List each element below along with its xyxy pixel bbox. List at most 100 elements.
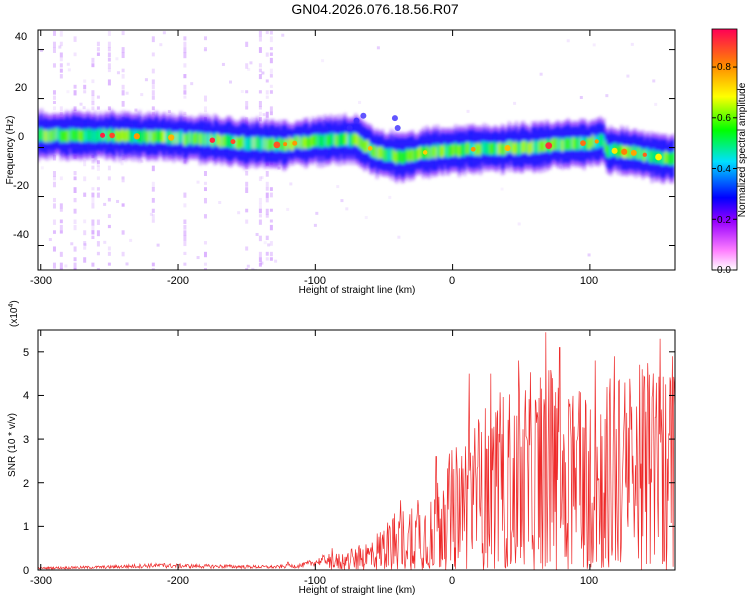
heatmap-cell: [666, 152, 670, 165]
heatmap-cell: [106, 130, 110, 143]
heatmap-cell: [627, 146, 631, 159]
heatmap-cell: [265, 137, 268, 150]
heatmap-noise-cell: [96, 160, 100, 164]
heatmap-cell: [497, 142, 500, 156]
heatmap-cell: [68, 127, 72, 141]
heatmap-noise-cell: [313, 223, 317, 227]
heatmap-noise-cell: [183, 36, 187, 41]
heatmap-noise-cell: [156, 243, 160, 247]
heatmap-noise-cell: [196, 256, 200, 260]
heatmap-cell: [652, 148, 656, 162]
heatmap-noise-cell: [466, 109, 470, 113]
heatmap-noise-cell: [261, 71, 265, 75]
heatmap-noise-cell: [59, 262, 63, 269]
heatmap-noise-cell: [203, 262, 207, 266]
heatmap-noise-cell: [116, 199, 120, 203]
heatmap-noise-cell: [151, 111, 155, 116]
heatmap-cell: [468, 143, 472, 156]
heatmap-noise-cell: [107, 63, 111, 69]
snr-series-line: [38, 332, 675, 570]
heatmap-cell: [199, 133, 202, 146]
heatmap-noise-cell: [245, 41, 249, 47]
heatmap-hotspot: [642, 152, 647, 157]
heatmap-noise-cell: [52, 90, 56, 95]
heatmap-cell: [648, 150, 652, 163]
heatmap-noise-cell: [59, 203, 63, 209]
heatmap-noise-cell: [245, 219, 249, 224]
heatmap-noise-cell: [125, 262, 129, 266]
heatmap-cell: [61, 129, 65, 142]
heatmap-cell: [220, 135, 224, 149]
heatmap-cell: [122, 128, 126, 142]
snr-plot-area: [38, 332, 675, 570]
heatmap-noise-cell: [83, 241, 87, 246]
heatmap-cell: [238, 137, 242, 150]
heatmap-cell: [499, 142, 502, 155]
heatmap-noise-cell: [91, 192, 95, 198]
heatmap-cell: [408, 150, 411, 163]
heatmap-noise-cell: [52, 47, 56, 53]
heatmap-cell: [527, 142, 531, 155]
heatmap-noise-cell: [96, 241, 100, 247]
heatmap-noise-cell: [151, 208, 155, 213]
heatmap-cell: [465, 142, 468, 155]
heatmap-cell: [300, 137, 304, 150]
heatmap-cell: [318, 133, 322, 147]
heatmap-noise-cell: [183, 203, 187, 208]
heatmap-cell: [565, 137, 568, 151]
heatmap-noise-cell: [52, 100, 56, 104]
heatmap-cell: [459, 143, 463, 157]
heatmap-cell: [47, 128, 51, 142]
heatmap-noise-cell: [91, 203, 95, 209]
colorbar-label: Normalized spectral amplitude: [737, 82, 748, 217]
heatmap-cell: [359, 136, 363, 150]
heatmap-noise-cell: [91, 230, 95, 235]
heatmap-noise-cell: [52, 171, 56, 177]
heatmap-cell: [143, 129, 147, 142]
heatmap-noise-cell: [151, 262, 155, 267]
heatmap-noise-cell: [269, 224, 273, 231]
heatmap-cell: [534, 140, 538, 153]
heatmap-noise-cell: [52, 30, 56, 36]
heatmap-cell: [561, 139, 565, 152]
heatmap-noise-cell: [91, 90, 95, 97]
heatmap-noise-cell: [83, 192, 87, 197]
heatmap-noise-cell: [203, 197, 207, 204]
colorbar-tick-label: 0.6: [717, 113, 731, 124]
heatmap-cell: [484, 142, 488, 155]
heatmap-noise-cell: [240, 90, 244, 94]
heatmap-noise-cell: [120, 162, 124, 166]
heatmap-noise-cell: [183, 219, 187, 225]
x-tick-label: -100: [304, 275, 326, 287]
heatmap-cell: [394, 124, 401, 131]
heatmap-noise-cell: [151, 95, 155, 100]
heatmap-noise-cell: [91, 79, 95, 84]
heatmap-cell: [218, 135, 222, 148]
heatmap-noise-cell: [91, 219, 95, 226]
heatmap-cell: [140, 131, 143, 145]
heatmap-cell: [556, 137, 559, 151]
heatmap-cell: [411, 149, 415, 162]
colorbar-tick-label: 0.2: [717, 215, 731, 226]
heatmap-cell: [308, 137, 311, 150]
heatmap-cell: [495, 143, 499, 156]
heatmap-cell: [440, 145, 443, 158]
heatmap-cell: [447, 145, 450, 158]
heatmap-cell: [477, 142, 481, 155]
heatmap-noise-cell: [274, 259, 278, 263]
heatmap-cell: [347, 134, 350, 148]
heatmap-cell: [343, 132, 347, 146]
heatmap-cell: [256, 136, 259, 149]
heatmap-noise-cell: [151, 197, 155, 203]
heatmap-noise-cell: [40, 166, 44, 170]
heatmap-cell: [572, 136, 575, 150]
heatmap-noise-cell: [258, 214, 262, 218]
heatmap-noise-cell: [159, 43, 163, 47]
heatmap-noise-cell: [183, 52, 187, 59]
heatmap-cell: [129, 129, 133, 142]
heatmap-cell: [240, 136, 243, 149]
heatmap-cell: [479, 144, 483, 157]
heatmap-cell: [482, 141, 486, 154]
heatmap-noise-cell: [107, 47, 111, 52]
heatmap-noise-cell: [183, 111, 187, 116]
